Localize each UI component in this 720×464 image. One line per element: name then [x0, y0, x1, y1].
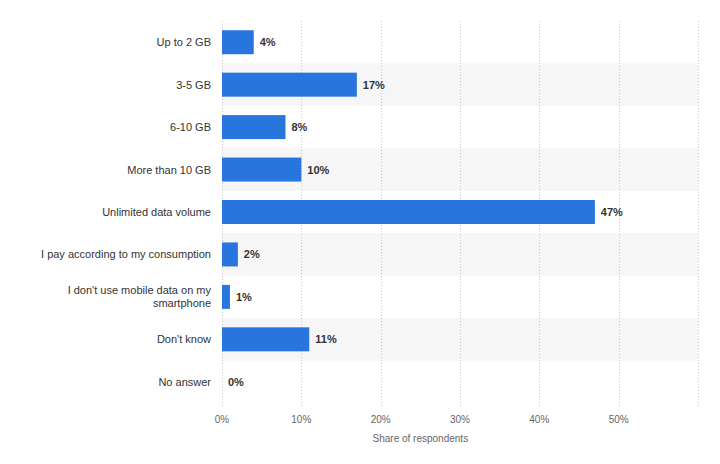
label-line: More than 10 GB — [127, 164, 211, 176]
row-band — [222, 148, 698, 190]
label-line: 3-5 GB — [176, 79, 211, 91]
bar — [222, 327, 309, 351]
category-label: Don't know — [157, 333, 211, 345]
category-label: Up to 2 GB — [157, 36, 211, 48]
label-line: I don't use mobile data on my — [68, 284, 212, 296]
data-label: 8% — [291, 121, 307, 133]
data-label: 0% — [228, 376, 244, 388]
category-label: No answer — [158, 376, 211, 388]
category-label: I pay according to my consumption — [41, 248, 211, 260]
row-band — [222, 233, 698, 275]
tick-label: 30% — [450, 414, 470, 425]
bar — [222, 200, 595, 224]
tick-label: 40% — [529, 414, 549, 425]
data-label: 4% — [260, 36, 276, 48]
data-label: 47% — [601, 206, 623, 218]
tick-label: 0% — [215, 414, 230, 425]
bar — [222, 115, 285, 139]
data-label: 2% — [244, 248, 260, 260]
data-label: 1% — [236, 291, 252, 303]
chart: 0% 10% 20% 30% 40% 50% Share of respondents Up … — [0, 0, 720, 464]
data-label: 10% — [307, 164, 329, 176]
bar — [222, 73, 357, 97]
data-label: 11% — [315, 333, 337, 345]
bar — [222, 158, 301, 182]
tick-label: 20% — [371, 414, 391, 425]
label-line: 6-10 GB — [170, 121, 211, 133]
label-line: Up to 2 GB — [157, 36, 211, 48]
label-line: Don't know — [157, 333, 211, 345]
category-label: More than 10 GB — [127, 164, 211, 176]
label-line: No answer — [158, 376, 211, 388]
bars — [222, 30, 595, 351]
bar — [222, 370, 223, 394]
category-label: I don't use mobile data on mysmartphone — [68, 284, 212, 309]
category-label: 3-5 GB — [176, 79, 211, 91]
tick-label: 10% — [291, 414, 311, 425]
label-line: Unlimited data volume — [102, 206, 211, 218]
bar — [222, 242, 238, 266]
category-label: Unlimited data volume — [102, 206, 211, 218]
range-end-line — [698, 21, 699, 407]
tick-label: 50% — [609, 414, 629, 425]
bar — [222, 285, 230, 309]
category-label: 6-10 GB — [170, 121, 211, 133]
bar — [222, 30, 254, 54]
label-line: I pay according to my consumption — [41, 248, 211, 260]
label-line: smartphone — [153, 297, 211, 309]
axis-title: Share of respondents — [373, 433, 469, 444]
data-label: 17% — [363, 79, 385, 91]
